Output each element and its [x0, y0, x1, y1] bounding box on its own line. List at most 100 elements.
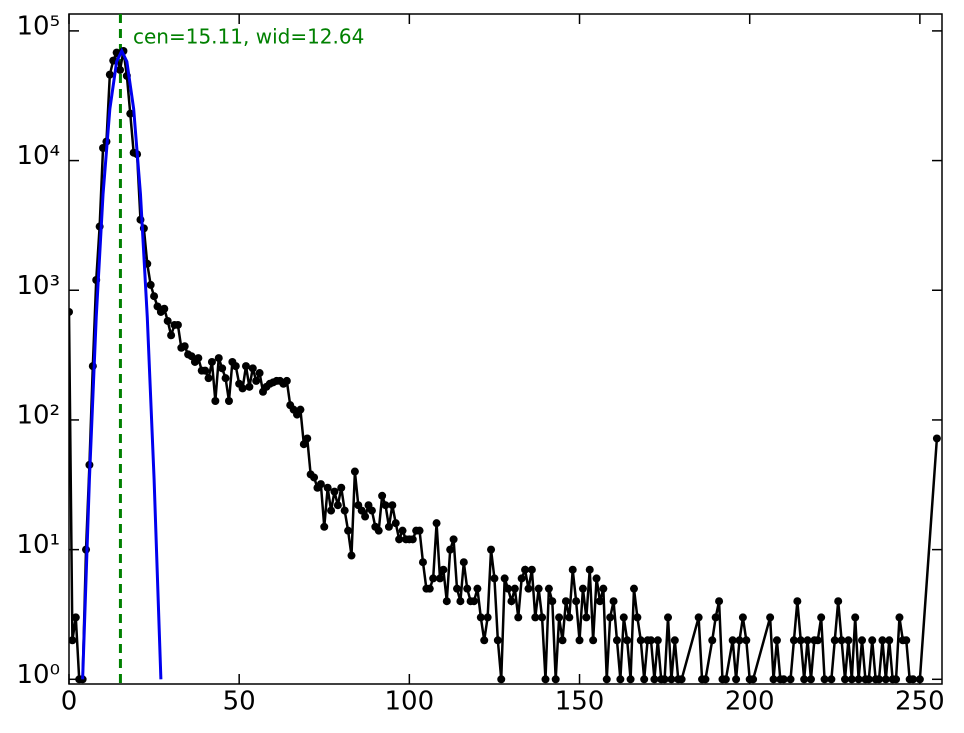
data-point — [255, 369, 264, 378]
data-point — [660, 675, 669, 684]
data-point — [337, 483, 346, 492]
data-point — [902, 636, 911, 645]
data-point — [323, 483, 332, 492]
data-point — [344, 526, 353, 535]
data-point — [636, 636, 645, 645]
data-point — [881, 675, 890, 684]
data-point — [721, 675, 730, 684]
data-point — [592, 574, 601, 583]
data-point — [565, 613, 574, 622]
data-line — [69, 48, 939, 681]
data-point — [116, 65, 125, 74]
data-point — [616, 675, 625, 684]
data-point — [629, 584, 638, 593]
data-point — [868, 636, 877, 645]
data-point — [150, 292, 159, 301]
data-point — [541, 675, 550, 684]
data-point — [252, 376, 261, 385]
data-point — [483, 613, 492, 622]
y-tick-label: 10⁰ — [16, 660, 60, 690]
data-point — [892, 675, 901, 684]
data-point — [650, 675, 659, 684]
y-tick-label: 10³ — [16, 271, 60, 301]
data-point — [167, 331, 176, 340]
data-point — [425, 584, 434, 593]
data-point — [854, 675, 863, 684]
data-point — [347, 551, 356, 560]
data-point — [395, 535, 404, 544]
data-point — [296, 405, 305, 414]
data-point — [742, 636, 751, 645]
data-point — [895, 613, 904, 622]
y-tick-label: 10¹ — [16, 530, 60, 560]
data-point — [69, 636, 77, 645]
data-point — [449, 535, 458, 544]
data-point — [241, 362, 250, 371]
data-point — [361, 512, 370, 521]
data-point — [99, 144, 108, 153]
data-point — [470, 597, 479, 606]
data-point — [548, 597, 557, 606]
data-point — [350, 467, 359, 476]
data-point — [463, 584, 472, 593]
data-point — [316, 480, 325, 489]
data-point — [429, 574, 438, 583]
data-point — [909, 675, 918, 684]
data-point — [521, 565, 530, 574]
data-point — [589, 636, 598, 645]
data-point — [418, 558, 427, 567]
data-point — [459, 558, 468, 567]
data-point — [626, 675, 635, 684]
data-point — [932, 434, 941, 443]
data-point — [779, 675, 788, 684]
data-point — [595, 597, 604, 606]
x-tick-label: 150 — [555, 687, 605, 717]
data-point — [388, 501, 397, 510]
data-point — [715, 597, 724, 606]
data-point — [415, 526, 424, 535]
data-point — [803, 636, 812, 645]
data-point — [497, 675, 506, 684]
data-point — [442, 597, 451, 606]
data-point — [527, 565, 536, 574]
data-point — [432, 519, 441, 528]
data-point — [453, 584, 461, 593]
data-point — [769, 675, 778, 684]
data-point — [820, 675, 829, 684]
data-point — [163, 316, 172, 325]
data-point — [238, 384, 247, 393]
data-point — [367, 506, 376, 515]
data-point — [480, 636, 489, 645]
data-point — [514, 613, 523, 622]
data-point — [248, 364, 257, 373]
data-point — [224, 396, 233, 405]
data-line — [81, 47, 163, 680]
data-point — [827, 675, 836, 684]
data-point — [476, 613, 485, 622]
x-tick-label: 50 — [223, 687, 256, 717]
data-point — [664, 613, 673, 622]
data-point — [194, 354, 203, 363]
data-point — [619, 613, 628, 622]
data-point — [391, 519, 400, 528]
data-point — [837, 636, 846, 645]
data-point — [813, 636, 822, 645]
data-point — [245, 382, 254, 391]
data-point — [864, 675, 873, 684]
x-tick-label: 100 — [385, 687, 435, 717]
data-point — [732, 675, 741, 684]
data-point — [561, 597, 570, 606]
data-point — [510, 584, 519, 593]
data-point — [204, 374, 213, 383]
data-point — [330, 487, 339, 496]
x-tick-label: 250 — [895, 687, 945, 717]
data-point — [357, 506, 366, 515]
data-point — [146, 280, 155, 289]
data-point — [500, 574, 509, 583]
data-point — [544, 584, 553, 593]
data-point — [551, 675, 560, 684]
data-point — [633, 613, 642, 622]
data-point — [844, 636, 853, 645]
data-point — [493, 636, 502, 645]
